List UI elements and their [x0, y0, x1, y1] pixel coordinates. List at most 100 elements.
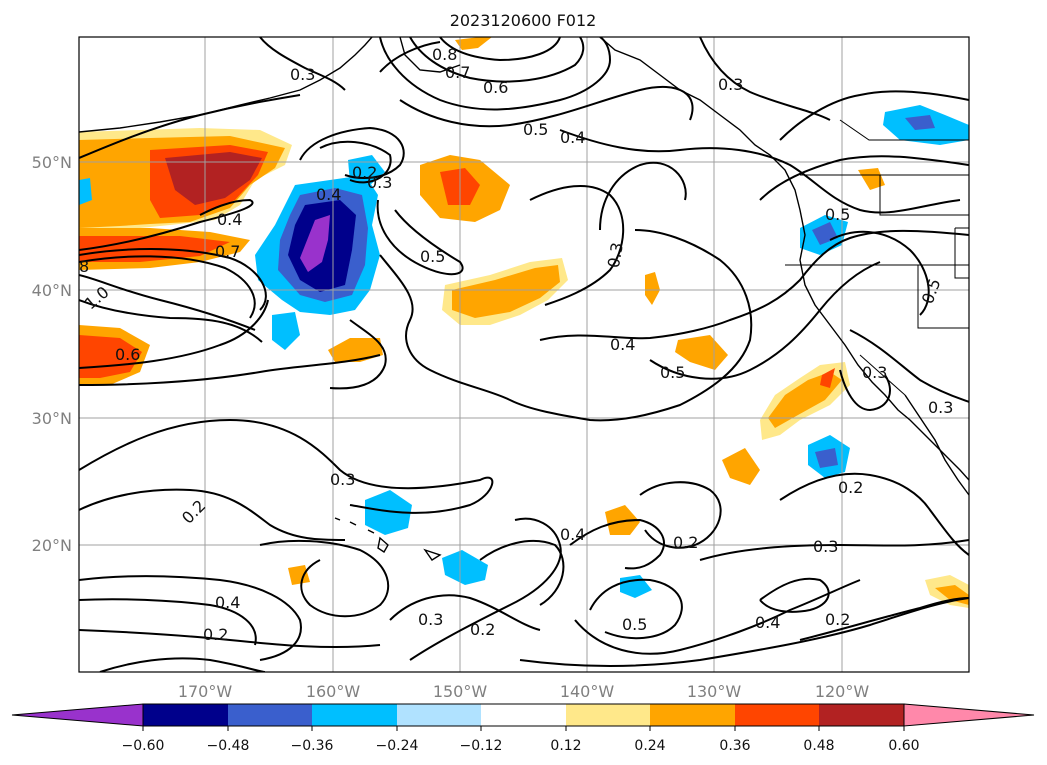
anomaly-neg-light: [365, 490, 412, 535]
contour-line: [299, 126, 405, 179]
contour-label: 0.3: [290, 65, 315, 84]
contour-label: 0.2: [470, 620, 495, 639]
contour-label: 0.4: [217, 210, 242, 229]
anomaly-neg-light: [442, 550, 488, 585]
lon-label: 120°W: [815, 682, 870, 701]
contour-line: [529, 184, 625, 306]
contour-label: 0.4: [560, 525, 585, 544]
colorbar-extend-min: [11, 703, 144, 727]
anomaly-pos-light: [675, 335, 728, 370]
coastline-north-america: [599, 37, 969, 481]
contour-label: 0.3: [813, 537, 838, 556]
contour-label: 0.5: [825, 205, 850, 224]
lat-label: 40°N: [32, 281, 72, 300]
contour-label: 8: [79, 257, 89, 276]
contour-label: 0.6: [115, 345, 140, 364]
contour-line: [259, 539, 390, 618]
contour-label: 0.3: [604, 241, 627, 269]
contour-label: 0.7: [215, 242, 240, 261]
colorbar-tick-label: −0.48: [207, 738, 250, 754]
contour-line: [259, 37, 346, 91]
contour-label: 0.5: [622, 615, 647, 634]
contour-line: [99, 657, 266, 672]
contour-line: [589, 578, 683, 640]
anomaly-neg-mid: [815, 448, 838, 468]
contour-line: [849, 329, 969, 403]
contour-line: [319, 140, 392, 184]
colorbar-segment: [819, 704, 904, 726]
map-border: [78, 36, 970, 673]
colorbar-tick-label: 0.36: [719, 738, 750, 754]
contour-line: [569, 518, 665, 570]
contour-label: 0.5: [523, 120, 548, 139]
contour-line: [79, 299, 263, 343]
contour-line: [699, 37, 831, 121]
contour-label: 0.2: [203, 625, 228, 644]
contour-line: [379, 229, 753, 422]
contour-line: [389, 594, 541, 631]
colorbar-tick-marks: [142, 726, 905, 731]
border-state: [879, 175, 969, 216]
colorbar-tick-label: −0.12: [460, 738, 503, 754]
contour-line: [79, 198, 254, 251]
anomaly-pos-light: [288, 565, 310, 585]
colorbar-extend-max: [903, 703, 1035, 727]
contour-line: [539, 229, 969, 341]
anomaly-neg-mid: [905, 115, 935, 130]
border-canada-us: [839, 119, 969, 141]
colorbar-tick-label: 0.24: [634, 738, 665, 754]
contour-line: [574, 579, 861, 655]
border-state: [917, 265, 969, 329]
contour-label: 0.7: [445, 63, 470, 82]
contour-label: 0.3: [862, 363, 887, 382]
lat-axis-labels: 50°N 40°N 30°N 20°N: [32, 153, 72, 555]
contour-label: 0.4: [755, 613, 780, 632]
lat-label: 30°N: [32, 409, 72, 428]
contour-line: [79, 274, 256, 331]
contour-label: 0.2: [352, 163, 377, 182]
colorbar-tick-label: −0.24: [376, 738, 419, 754]
contour-line: [839, 369, 891, 412]
contour-line: [79, 255, 256, 319]
contour-line: [759, 577, 830, 613]
contour-line: [599, 161, 687, 231]
lon-label: 160°W: [306, 682, 361, 701]
anomaly-pos-light: [858, 168, 885, 190]
plot-title: 2023120600 F012: [450, 11, 597, 30]
contour-line: [79, 575, 302, 661]
contour-line: [799, 597, 969, 641]
colorbar-segment: [650, 704, 735, 726]
contour-line: [79, 629, 381, 649]
colorbar-segment: [228, 704, 312, 726]
contour-label: 0.2: [825, 610, 850, 629]
contour-line: [519, 597, 969, 667]
lon-label: 130°W: [687, 682, 742, 701]
contour-label: 0.4: [560, 128, 585, 147]
colorbar-tick-label: 0.48: [803, 738, 834, 754]
gridlines: [79, 37, 969, 672]
contour-line: [399, 85, 694, 128]
coastline-aleutians: [79, 37, 373, 133]
contour-line: [649, 261, 881, 380]
contour-label: 0.6: [483, 78, 508, 97]
colorbar-tick-label: −0.60: [122, 738, 165, 754]
contour-line: [439, 37, 561, 62]
contour-label: 0.4: [316, 185, 341, 204]
anomaly-pos-light: [328, 338, 383, 362]
contour-label: 0.3: [367, 173, 392, 192]
contour-lines: [79, 37, 969, 672]
contour-line: [379, 41, 441, 73]
map-content: 0.3 0.8 0.7 0.6 0.5 0.4 0.3 0.2 0.3 0.4 …: [79, 37, 969, 672]
contour-label: 0.4: [215, 593, 240, 612]
colorbar-segment: [397, 704, 481, 726]
contour-line: [79, 94, 301, 159]
lon-label: 170°W: [178, 682, 233, 701]
contour-line: [479, 539, 565, 606]
colorbar-tick-label: 0.60: [888, 738, 919, 754]
contour-line: [79, 418, 494, 514]
contour-line: [379, 37, 612, 111]
colorbar-segment: [143, 704, 228, 726]
contour-line: [559, 129, 961, 214]
lon-axis-labels: 170°W 160°W 150°W 140°W 130°W 120°W: [178, 682, 870, 701]
contour-label: 0.4: [610, 335, 635, 354]
